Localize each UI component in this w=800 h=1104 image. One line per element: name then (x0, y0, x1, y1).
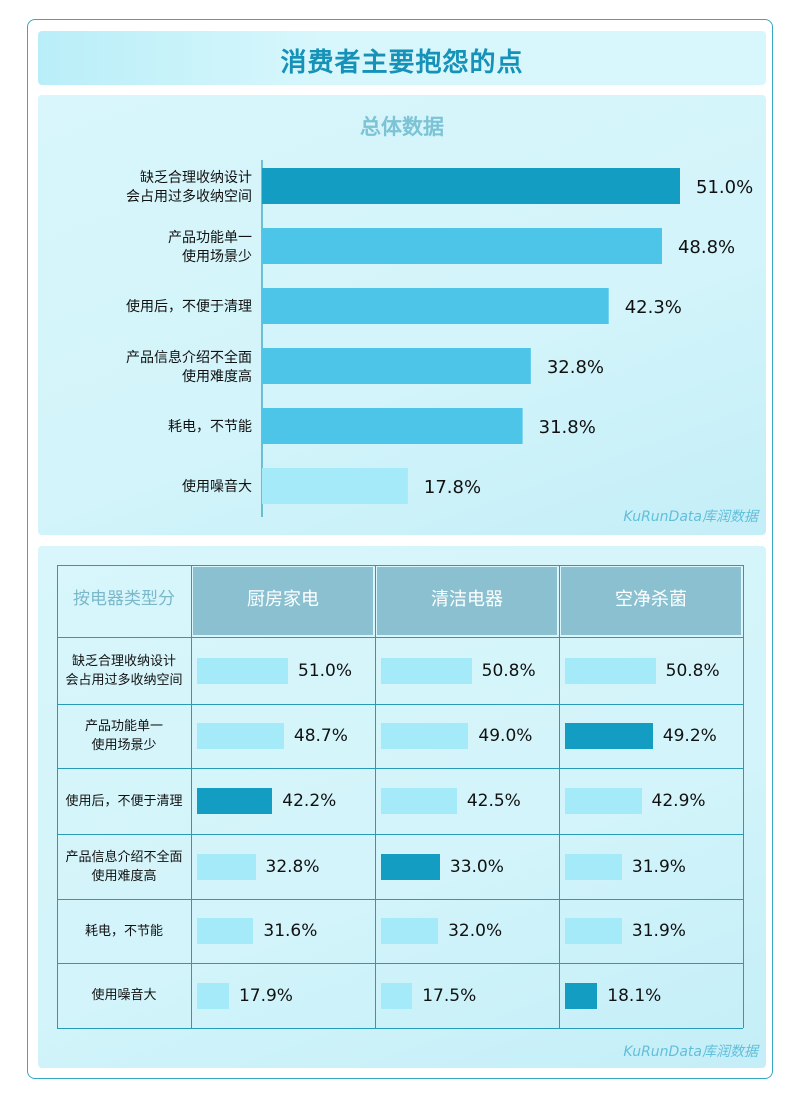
column-header-0: 厨房家电 (191, 565, 375, 637)
row-label-0: 缺乏合理收纳设计 会占用过多收纳空间 (65, 653, 183, 688)
row-label-1: 产品功能单一 使用场景少 (84, 719, 163, 753)
table-bar-2-5 (565, 982, 598, 1009)
breakdown-table: 按电器类型分 厨房家电 清洁电器 空净杀菌缺乏合理收纳设计 会占用过多收纳空间 产品功能… (57, 565, 744, 1029)
grid-line-h-0 (57, 637, 743, 638)
bar-2 (262, 288, 609, 324)
table-value-2-0: 50.8% (665, 660, 720, 681)
grid-line-h-5 (57, 963, 743, 964)
bar-1 (262, 228, 662, 264)
bar-5 (262, 468, 408, 504)
grid-line-h-top (57, 565, 743, 566)
table-bar-1-4 (381, 918, 439, 944)
watermark: KuRunData库润数据 (623, 1044, 758, 1060)
table-bar-1-3 (381, 853, 440, 880)
data-label-0: 51.0% (696, 177, 753, 198)
table-value-0-4: 31.6% (263, 921, 318, 941)
category-label-3: 产品信息介绍不全面使用难度高 (126, 349, 252, 385)
overall-bar-chart: 51.0% 缺乏合理收纳设计会占用过多收纳空间 48.8% 产品功能单一使用场景少 42… (126, 160, 753, 517)
chart-title: 总体数据 (360, 115, 444, 139)
table-bar-0-0 (197, 657, 288, 684)
grid-line-h-1 (57, 704, 743, 705)
table-bar-1-1 (381, 723, 469, 749)
column-header-2: 空净杀菌 (559, 565, 743, 637)
grid-line-v-4 (743, 565, 744, 1028)
data-label-3: 32.8% (547, 357, 604, 378)
grid-line-v-1 (191, 565, 192, 1028)
grid-line-h-3 (57, 834, 743, 835)
breakdown-table-panel: 按电器类型分 厨房家电 清洁电器 空净杀菌缺乏合理收纳设计 会占用过多收纳空间 产品功能… (38, 546, 766, 1068)
table-bar-2-3 (565, 853, 622, 880)
table-value-2-4: 31.9% (631, 921, 686, 941)
table-value-1-0: 50.8% (481, 660, 536, 681)
bar-0 (262, 168, 680, 204)
category-label-0: 缺乏合理收纳设计会占用过多收纳空间 (126, 170, 252, 205)
title-banner: 消费者主要抱怨的点 (38, 31, 766, 85)
watermark: KuRunData库润数据 (623, 509, 758, 525)
data-label-1: 48.8% (678, 237, 735, 258)
data-label-2: 42.3% (625, 297, 682, 318)
bar-3 (262, 348, 531, 384)
table-bar-1-0 (381, 657, 472, 684)
grid-line-v-0 (57, 565, 58, 1028)
category-label-4: 耗电，不节能 (168, 419, 252, 435)
table-bar-0-3 (197, 853, 256, 880)
grid-line-v-2 (375, 565, 376, 1028)
grid-line-h-6 (57, 1028, 743, 1029)
table-bar-0-5 (197, 982, 229, 1009)
table-value-0-5: 17.9% (238, 985, 293, 1006)
row-label-2: 使用后，不便于清理 (65, 793, 183, 809)
category-label-5: 使用噪音大 (182, 478, 252, 495)
category-label-1: 产品功能单一使用场景少 (168, 230, 252, 265)
table-value-1-3: 33.0% (449, 856, 504, 877)
overall-chart-panel: 总体数据 51.0% 缺乏合理收纳设计会占用过多收纳空间 48.8% 产品功能单一使用… (38, 95, 766, 535)
table-value-0-2: 42.2% (282, 791, 337, 811)
bar-4 (262, 408, 523, 444)
table-bar-1-2 (381, 788, 457, 814)
table-bar-2-4 (565, 918, 622, 944)
row-label-5: 使用噪音大 (91, 988, 157, 1003)
row-label-3: 产品信息介绍不全面 使用难度高 (65, 849, 183, 884)
table-corner-label: 按电器类型分 (73, 589, 175, 609)
row-label-4: 耗电，不节能 (84, 923, 163, 939)
table-value-1-5: 17.5% (422, 985, 477, 1006)
table-value-0-3: 32.8% (265, 856, 320, 877)
grid-line-h-2 (57, 768, 743, 769)
table-bar-1-5 (381, 982, 413, 1009)
page-title: 消费者主要抱怨的点 (280, 48, 524, 78)
table-bar-2-1 (565, 723, 653, 749)
data-label-5: 17.8% (424, 477, 481, 498)
grid-line-h-4 (57, 899, 743, 900)
table-value-2-1: 49.2% (662, 726, 717, 746)
table-value-1-2: 42.5% (466, 791, 521, 811)
table-value-2-5: 18.1% (607, 985, 662, 1006)
table-value-1-4: 32.0% (448, 921, 503, 941)
table-value-0-1: 48.7% (293, 726, 348, 746)
grid-line-v-3 (559, 565, 560, 1028)
data-label-4: 31.8% (539, 417, 596, 438)
table-bar-2-2 (565, 788, 642, 814)
table-bar-0-4 (197, 918, 254, 944)
category-label-2: 使用后，不便于清理 (126, 298, 252, 315)
table-bar-0-1 (197, 723, 284, 749)
table-value-1-1: 49.0% (478, 726, 533, 746)
table-value-2-3: 31.9% (631, 856, 686, 877)
column-header-1: 清洁电器 (375, 565, 559, 637)
table-value-0-0: 51.0% (298, 660, 353, 681)
table-value-2-2: 42.9% (651, 791, 706, 811)
table-bar-2-0 (565, 657, 656, 684)
table-bar-0-2 (197, 788, 273, 814)
